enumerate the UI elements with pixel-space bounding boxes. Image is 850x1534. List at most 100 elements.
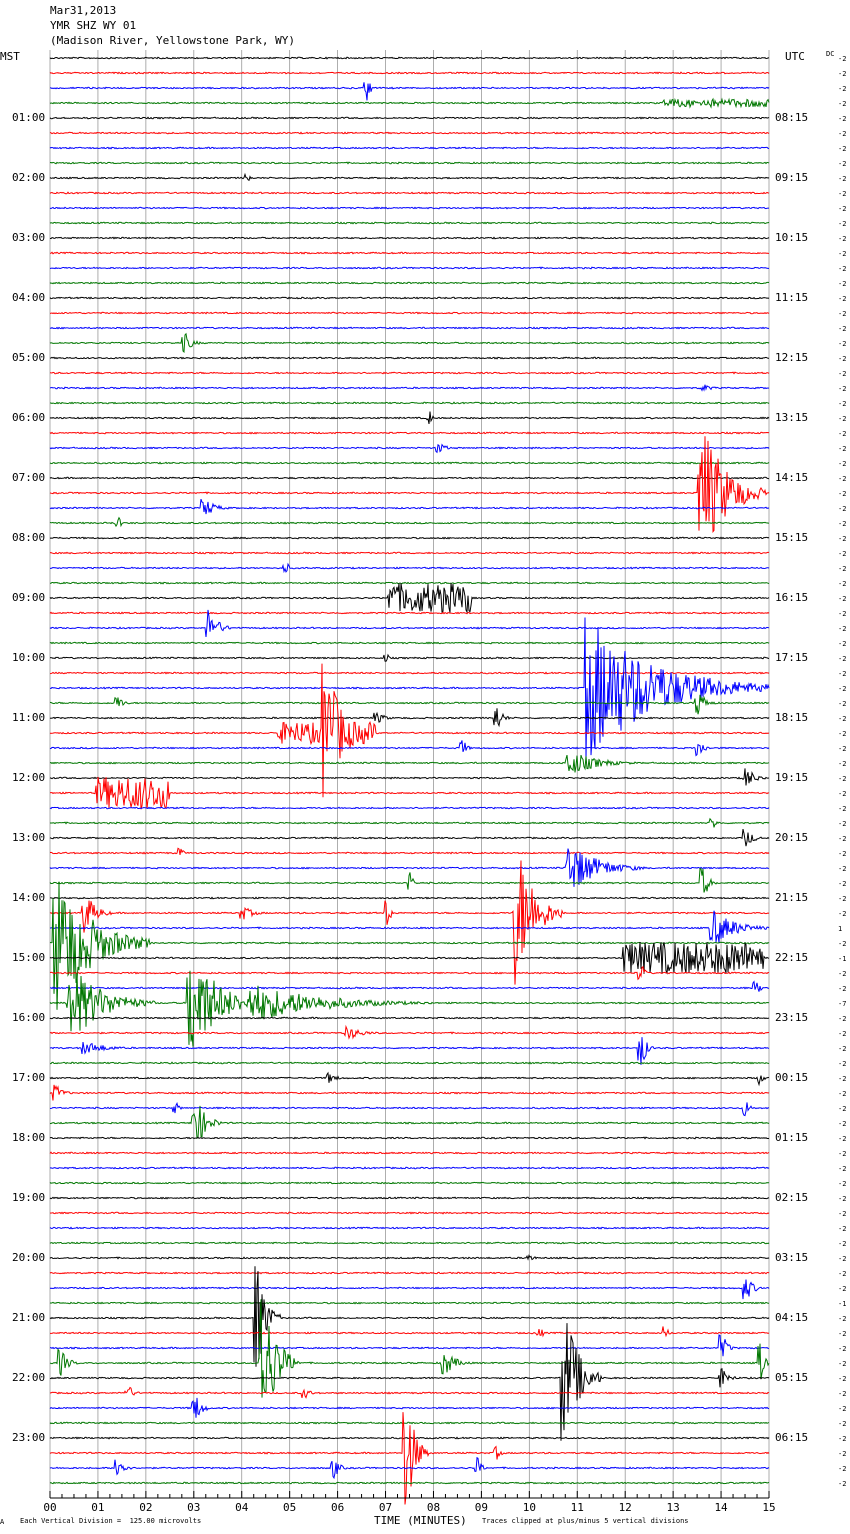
trace-row: [49, 476, 770, 480]
dc-offset-label: -2: [838, 1225, 847, 1233]
dc-offset-label: -2: [838, 1345, 847, 1353]
dc-offset-label: -2: [838, 715, 847, 723]
dc-offset-label: -2: [838, 1060, 847, 1068]
trace-row: [50, 581, 770, 585]
right-hour-label: 05:15: [775, 1371, 809, 1384]
trace-row: [49, 980, 769, 992]
x-tick-label: 08: [427, 1501, 440, 1514]
left-hour-label: 10:00: [12, 651, 46, 664]
dc-offset-label: -2: [838, 1105, 847, 1113]
location-label: (Madison River, Yellowstone Park, WY): [50, 34, 296, 47]
trace-row: [49, 443, 770, 454]
dc-offset-label: -2: [838, 1045, 847, 1053]
trace-row: [49, 617, 770, 761]
dc-offset-label: -2: [838, 805, 847, 813]
trace-row: [49, 1386, 770, 1399]
trace-row: [49, 671, 770, 675]
trace-row: [49, 806, 770, 810]
dc-offset-label: -2: [838, 1015, 847, 1023]
station-label: YMR SHZ WY 01: [50, 19, 137, 32]
left-hour-label: 13:00: [12, 831, 46, 844]
dc-offset-label: -2: [838, 415, 847, 423]
dc-offset-label: -2: [838, 1090, 847, 1098]
trace-row: [49, 1323, 770, 1441]
right-hour-label: 17:15: [775, 651, 809, 664]
x-tick-label: 12: [619, 1501, 632, 1514]
dc-offset-label: 1: [838, 925, 843, 933]
trace-row: [49, 966, 770, 981]
trace-row: [49, 281, 770, 285]
dc-offset-label: -2: [838, 670, 847, 678]
trace-row: [49, 694, 770, 715]
dc-offset-label: -2: [838, 70, 847, 78]
dc-offset-label: -2: [838, 895, 847, 903]
left-hour-label: 23:00: [12, 1431, 46, 1444]
trace-row: [49, 436, 770, 533]
trace-row: [49, 516, 769, 528]
left-hour-label: 07:00: [12, 471, 46, 484]
dc-offset-label: -2: [838, 580, 847, 588]
left-hour-label: 05:00: [12, 351, 46, 364]
dc-offset-label: -2: [838, 985, 847, 993]
dc-offset-label: -2: [838, 55, 847, 63]
dc-offset-label: -2: [838, 685, 847, 693]
trace-row: [49, 881, 770, 1010]
dc-offset-label: -1: [838, 1300, 847, 1308]
dc-offset-label: -2: [838, 835, 847, 843]
right-hour-label: 14:15: [775, 471, 809, 484]
dc-offset-label: -2: [838, 910, 847, 918]
right-hour-label: 13:15: [775, 411, 809, 424]
x-tick-label: 06: [331, 1501, 344, 1514]
dc-offset-label: -2: [838, 520, 847, 528]
dc-offset-label: -2: [838, 475, 847, 483]
trace-row: [49, 641, 770, 645]
right-hour-label: 19:15: [775, 771, 809, 784]
trace-row: [49, 356, 770, 360]
x-tick-label: 13: [667, 1501, 680, 1514]
dc-offset-label: -2: [838, 130, 847, 138]
right-hour-label: 21:15: [775, 891, 809, 904]
trace-row: [49, 116, 770, 120]
trace-row: [49, 1254, 770, 1261]
trace-row: [49, 131, 770, 135]
trace-row: [49, 221, 770, 225]
left-hour-label: 16:00: [12, 1011, 46, 1024]
trace-row: [49, 1102, 770, 1117]
dc-offset-label: -2: [838, 1360, 847, 1368]
x-tick-label: 01: [91, 1501, 104, 1514]
right-hour-label: 23:15: [775, 1011, 809, 1024]
trace-row: [49, 551, 770, 555]
trace-row: [49, 411, 770, 424]
right-hour-label: 22:15: [775, 951, 809, 964]
right-timezone-label: UTC: [785, 50, 805, 63]
left-hour-label: 01:00: [12, 111, 46, 124]
x-tick-label: 00: [43, 1501, 56, 1514]
left-hour-label: 17:00: [12, 1071, 46, 1084]
dc-offset-label: -2: [838, 1285, 847, 1293]
right-hour-label: 09:15: [775, 171, 809, 184]
dc-offset-label: -2: [838, 1465, 847, 1473]
trace-row: [49, 1421, 770, 1425]
x-axis: 00 01 02 03 04 05 06 07 08 09 10 11 12 13 14 15: [43, 1491, 776, 1514]
trace-row: [49, 867, 769, 893]
right-hour-label: 04:15: [775, 1311, 809, 1324]
x-tick-label: 15: [762, 1501, 775, 1514]
trace-row: [49, 236, 770, 240]
trace-row: [49, 206, 769, 210]
right-hour-label: 15:15: [775, 531, 809, 544]
trace-row: [49, 1334, 769, 1357]
seismic-traces: [49, 56, 770, 1505]
dc-offset-label: -2: [838, 1405, 847, 1413]
x-tick-label: 04: [235, 1501, 249, 1514]
trace-row: [49, 611, 770, 615]
trace-row: [49, 498, 770, 515]
date-label: Mar31,2013: [50, 4, 117, 17]
left-hour-label: 22:00: [12, 1371, 46, 1384]
dc-offset-label: -2: [838, 370, 847, 378]
dc-offset-label: -2: [838, 745, 847, 753]
right-hour-label: 06:15: [775, 1431, 809, 1444]
trace-row: [49, 583, 770, 614]
dc-offset-label: -2: [838, 865, 847, 873]
dc-offset-label: -2: [838, 1030, 847, 1038]
dc-offset-label: -2: [838, 1255, 847, 1263]
